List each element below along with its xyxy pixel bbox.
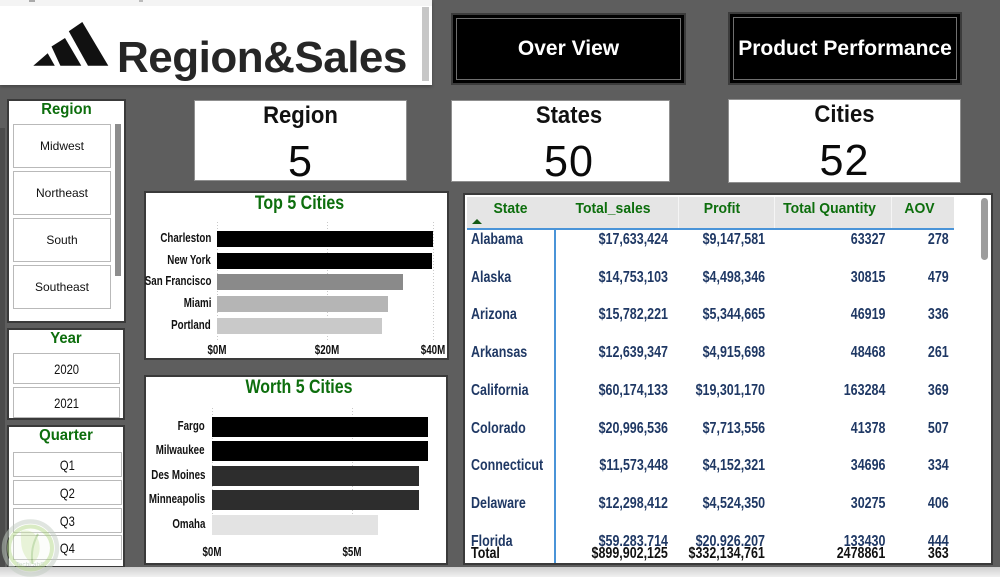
svg-text:TechLabS: TechLabS xyxy=(16,562,46,569)
